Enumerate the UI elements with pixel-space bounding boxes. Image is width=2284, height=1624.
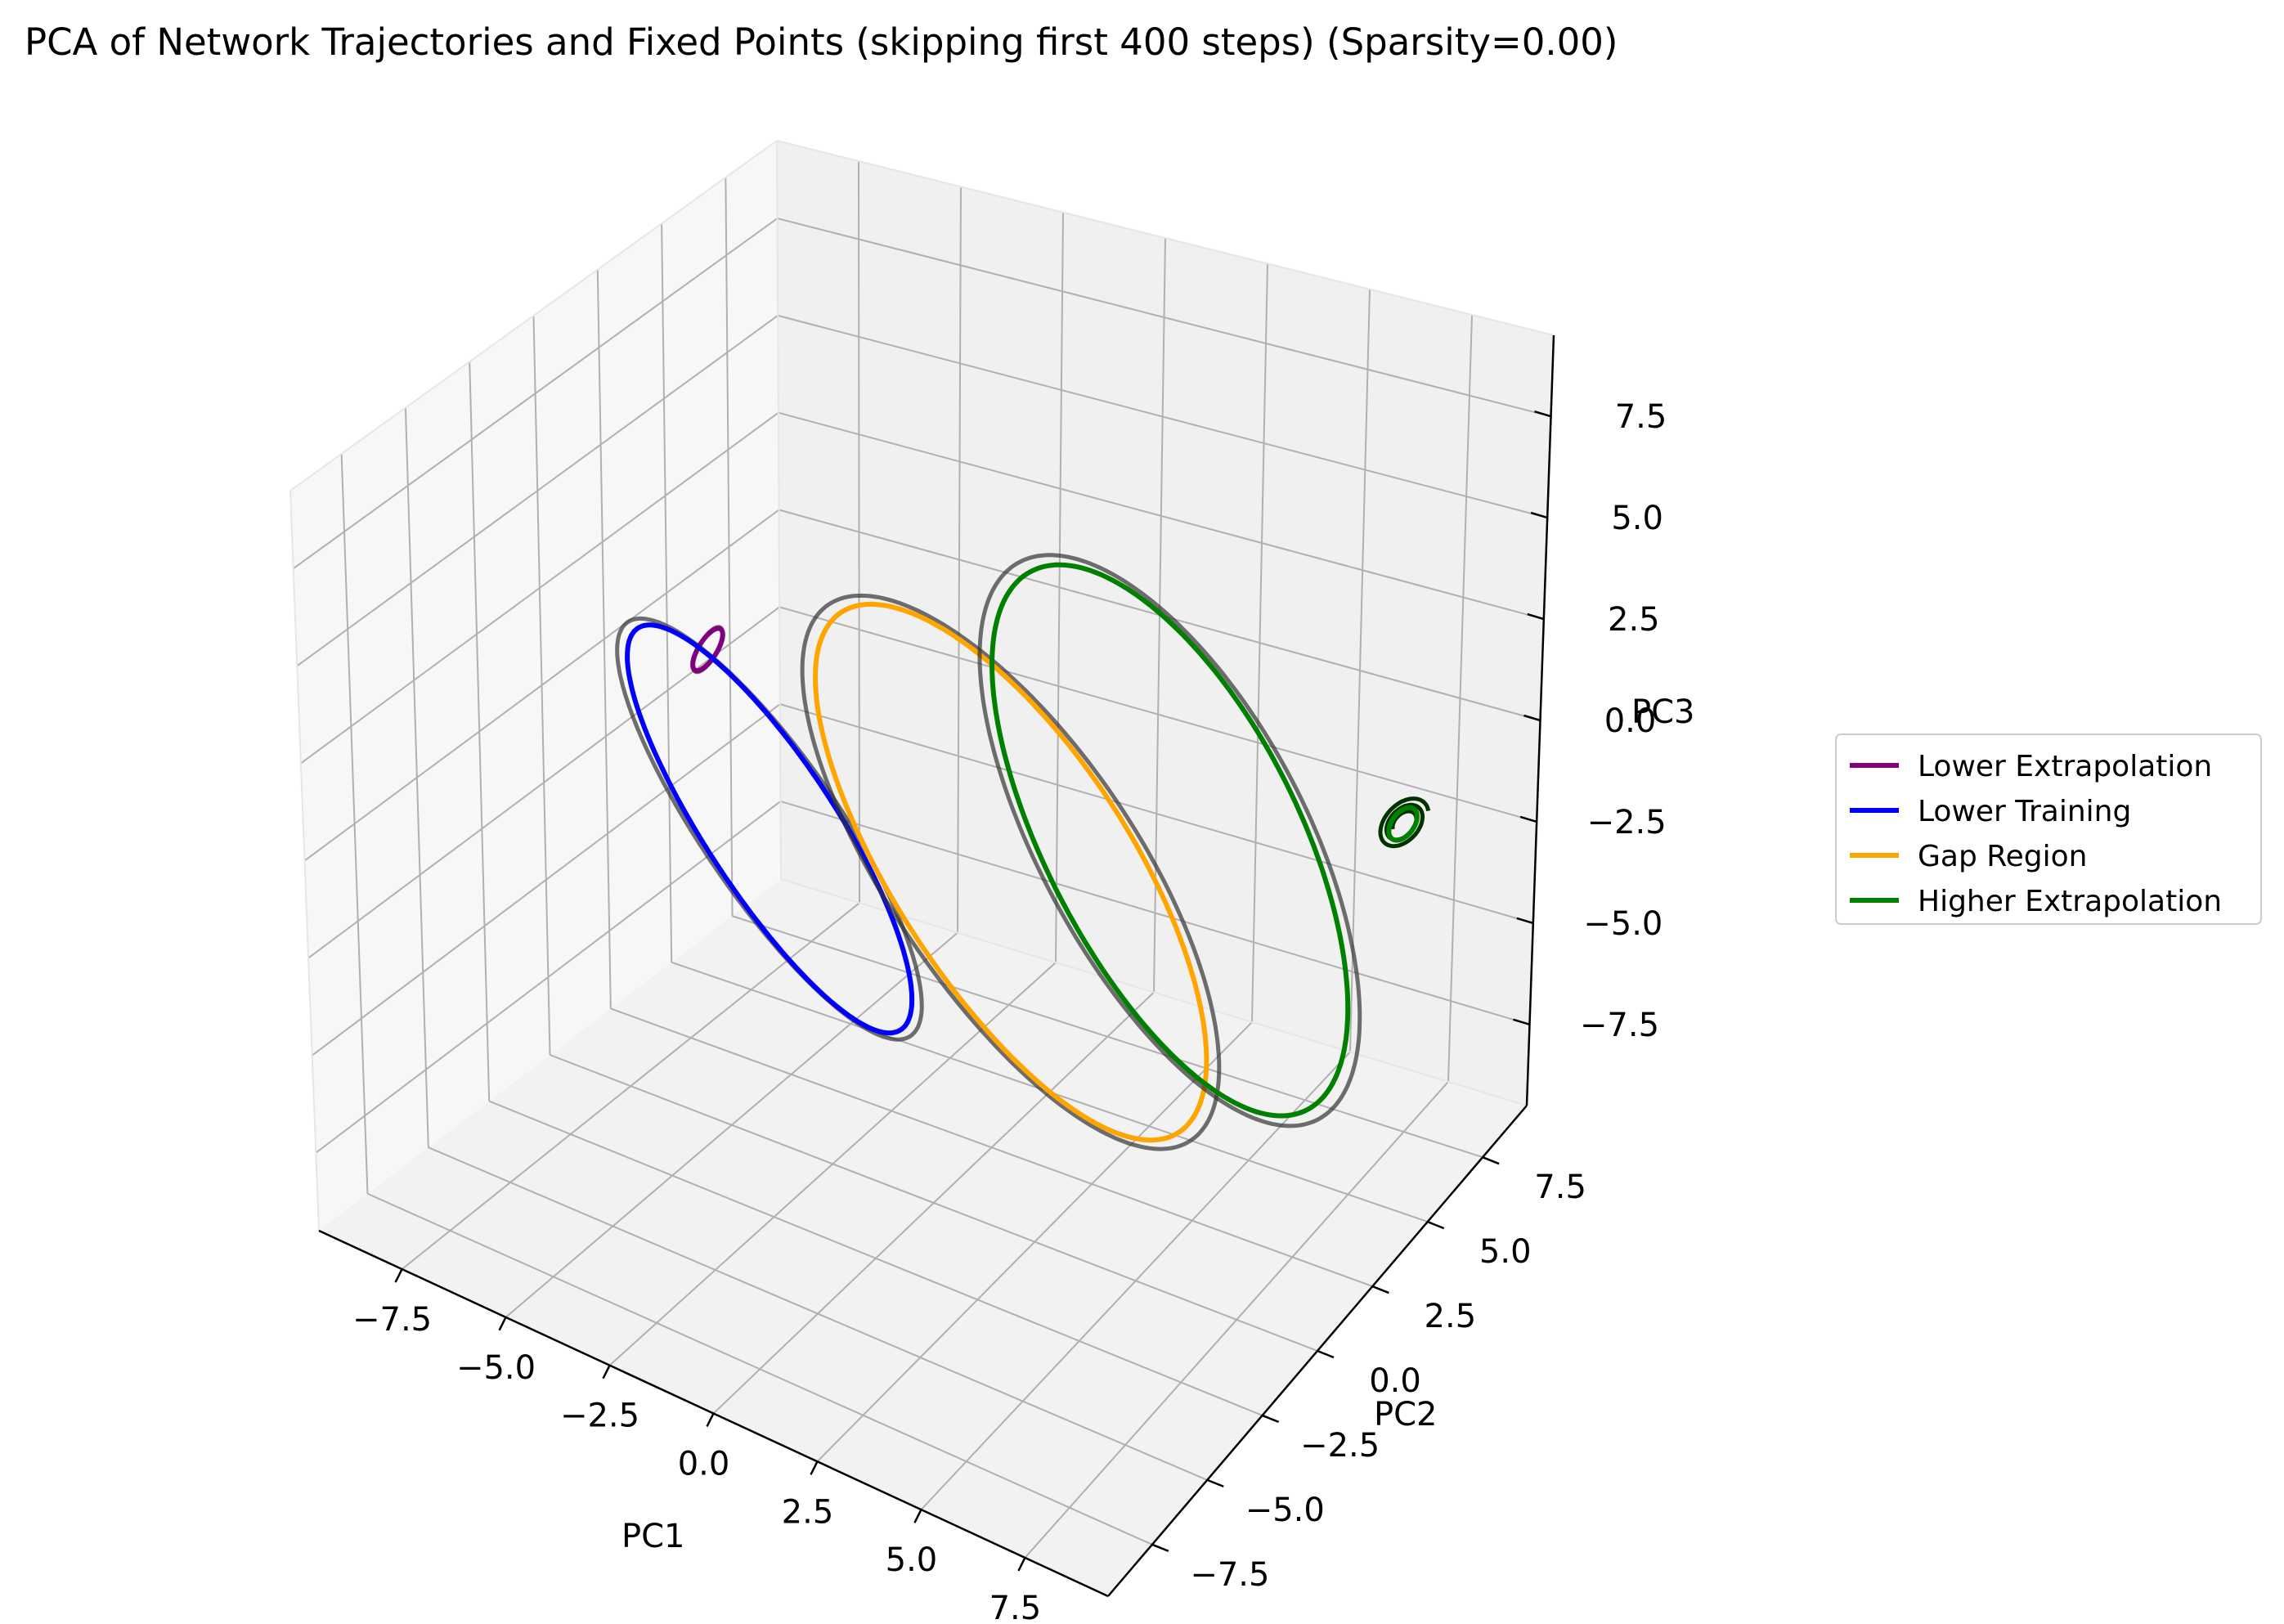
pane-back: [777, 141, 1554, 1106]
z-tick-label: −7.5: [1580, 1007, 1659, 1044]
x-tick-label: −7.5: [352, 1301, 432, 1339]
legend-label-lower-extrapolation: Lower Extrapolation: [1918, 750, 2212, 783]
grid-line-z-left: [296, 315, 779, 667]
grid-line-z-left: [303, 509, 780, 862]
x-axis-title: PC1: [621, 1518, 685, 1555]
y-tick: [1482, 1155, 1500, 1165]
y-tick-label: 7.5: [1534, 1169, 1586, 1206]
x-tick-label: −2.5: [560, 1397, 639, 1435]
y-tick-label: 5.0: [1479, 1233, 1532, 1271]
y-tick-label: −2.5: [1300, 1427, 1380, 1465]
y-tick-label: −5.0: [1245, 1492, 1325, 1529]
axis-panes: [290, 141, 1554, 1596]
grid-line-z-back: [777, 314, 1548, 519]
grid-line-y-floor: [488, 1100, 1263, 1416]
series-higher-extrapolation-spiral-core: [1386, 805, 1420, 843]
axis-lines: [289, 140, 1555, 1598]
z-tick-label: −2.5: [1587, 804, 1667, 841]
x-tick: [810, 1460, 819, 1475]
z-tick-label: 5.0: [1611, 500, 1663, 537]
tick-labels: −7.5−5.0−2.50.02.55.07.5−7.5−5.0−2.50.02…: [352, 398, 1667, 1624]
x-tick-label: 7.5: [989, 1590, 1042, 1624]
pane-left: [290, 141, 781, 1231]
grid-line-z-back: [780, 800, 1530, 1025]
grid-line-z-left: [300, 411, 779, 765]
legend-label-gap-region: Gap Region: [1918, 840, 2088, 873]
z-tick: [1513, 1018, 1530, 1026]
y-tick: [1206, 1478, 1224, 1488]
z-tick-label: 7.5: [1615, 398, 1667, 436]
grid-line-z-left: [312, 703, 781, 1056]
x-tick-label: 5.0: [886, 1541, 938, 1579]
x-tick-label: −5.0: [456, 1349, 536, 1387]
grid-line-z-back: [779, 703, 1534, 924]
x-tick-label: 0.0: [678, 1446, 730, 1483]
z-tick: [1523, 714, 1541, 722]
pane-edge: [289, 140, 778, 491]
x-tick: [706, 1412, 715, 1428]
grid-lines: [293, 161, 1551, 1559]
z-tick: [1516, 917, 1534, 925]
x-tick: [1017, 1557, 1026, 1572]
x-tick: [602, 1365, 611, 1380]
x-tick: [394, 1268, 403, 1283]
grid-line-z-left: [307, 606, 780, 959]
z-tick-label: 0.0: [1604, 702, 1657, 740]
series-gap-region-shadow: [800, 593, 1222, 1151]
z-tick-label: −5.0: [1583, 905, 1663, 943]
y-tick: [1371, 1285, 1389, 1294]
y-axis-title: PC2: [1374, 1396, 1438, 1433]
y-tick: [1317, 1349, 1335, 1359]
z-axis-title: PC3: [1631, 693, 1695, 731]
z-tick: [1519, 815, 1537, 823]
y-tick-label: −7.5: [1190, 1556, 1269, 1594]
series-gap-region-line: [812, 601, 1209, 1143]
pane-edge: [776, 140, 1555, 336]
series-higher-extrapolation-line: [989, 562, 1351, 1119]
y-tick-label: 0.0: [1369, 1362, 1421, 1400]
x-tick-label: 2.5: [782, 1493, 834, 1531]
pane-floor: [319, 879, 1527, 1596]
y-tick-label: 2.5: [1425, 1298, 1477, 1335]
grid-line-y-floor: [550, 1054, 1318, 1352]
grid-line-z-back: [779, 606, 1537, 823]
y-tick: [1151, 1543, 1169, 1553]
y-tick: [1262, 1414, 1280, 1424]
z-tick: [1534, 410, 1551, 418]
legend-box: [1835, 733, 2262, 925]
series-layer: [615, 553, 1431, 1151]
grid-line-y-floor: [610, 1007, 1373, 1287]
z-tick: [1530, 511, 1548, 519]
grid-line-y-floor: [428, 1146, 1208, 1481]
x-tick: [498, 1317, 507, 1331]
series-lower-extrapolation-line: [690, 626, 725, 674]
chart-title: PCA of Network Trajectories and Fixed Po…: [25, 20, 1618, 64]
grid-line-y-floor: [367, 1192, 1153, 1545]
pane-edge: [289, 490, 320, 1231]
legend-label-lower-training: Lower Training: [1918, 795, 2131, 828]
x-tick: [913, 1509, 922, 1523]
pane-edge: [776, 140, 782, 880]
legend-label-higher-extrapolation: Higher Extrapolation: [1918, 885, 2222, 918]
grid-line-y-floor: [732, 915, 1483, 1159]
legend: Lower Extrapolation Lower Training Gap Reg…: [1835, 733, 2262, 925]
series-higher-extrapolation-shadow: [977, 553, 1362, 1128]
grid-line-z-left: [315, 801, 782, 1154]
grid-line-z-left: [293, 218, 779, 570]
y-tick: [1427, 1220, 1445, 1230]
z-tick-label: 2.5: [1608, 601, 1660, 639]
grid-line-z-back: [778, 411, 1545, 621]
grid-line-z-back: [777, 218, 1551, 418]
z-tick: [1527, 612, 1545, 621]
